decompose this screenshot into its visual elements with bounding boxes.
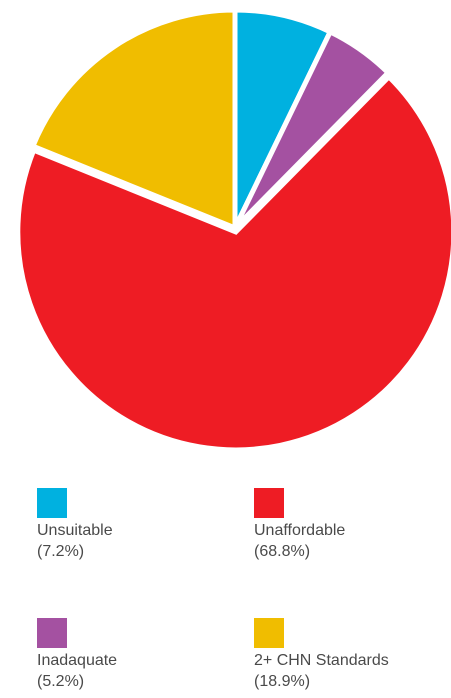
pie-slice-unaffordable <box>15 73 451 453</box>
legend-label-unaffordable: Unaffordable <box>254 522 346 539</box>
legend-item-inadaquate: Inadaquate (5.2%) <box>37 618 237 692</box>
legend-item-2-chn-standards: 2+ CHN Standards (18.9%) <box>254 618 451 692</box>
pie-slice-2-chn-standards <box>29 7 238 232</box>
legend-item-unaffordable: Unaffordable (68.8%) <box>254 488 451 562</box>
legend-swatch-unsuitable <box>37 488 67 518</box>
legend-item-unsuitable: Unsuitable (7.2%) <box>37 488 237 562</box>
legend-value-unsuitable: (7.2%) <box>37 543 85 560</box>
legend-value-inadaquate: (5.2%) <box>37 673 85 690</box>
legend-value-unaffordable: (68.8%) <box>254 543 311 560</box>
legend-label-inadaquate: Inadaquate <box>37 652 118 669</box>
legend-label-2-chn-standards: 2+ CHN Standards <box>254 652 389 669</box>
legend-swatch-unaffordable <box>254 488 284 518</box>
legend-value-2-chn-standards: (18.9%) <box>254 673 311 690</box>
pie-chart <box>15 7 451 453</box>
legend-swatch-inadaquate <box>37 618 67 648</box>
legend-label-unsuitable: Unsuitable <box>37 522 113 539</box>
pie-slice-inadaquate <box>232 28 392 230</box>
legend-swatch-2-chn-standards <box>254 618 284 648</box>
